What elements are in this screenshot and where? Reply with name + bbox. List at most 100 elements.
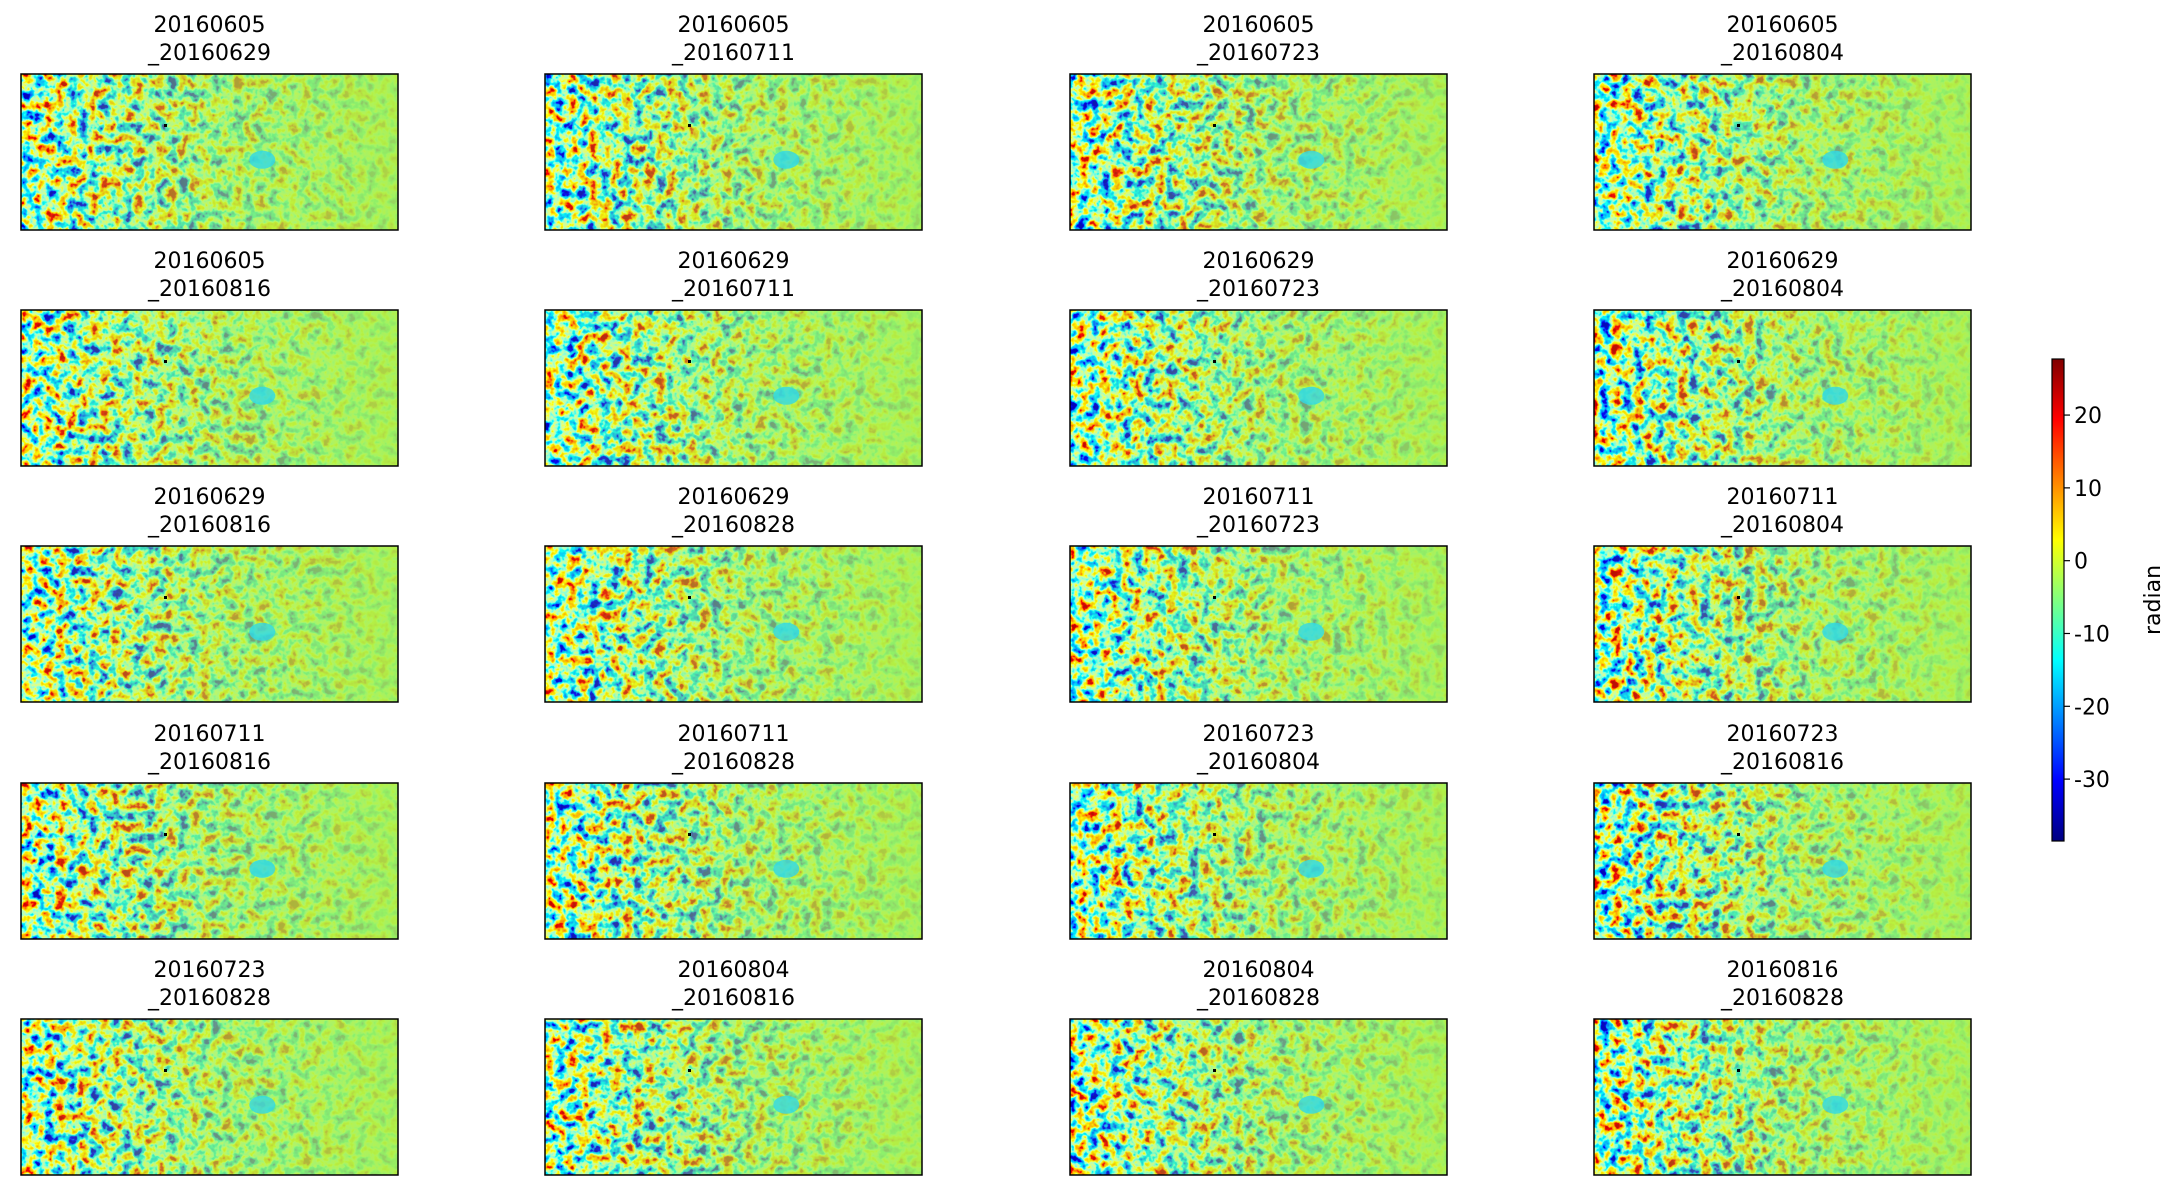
reference-point — [1737, 360, 1740, 363]
interferogram — [1069, 73, 1448, 231]
interferogram — [1069, 782, 1448, 940]
deformation-spot — [1298, 859, 1325, 878]
panel-title: 20160711 — [1203, 485, 1315, 510]
panel-noise — [1594, 1019, 1971, 1175]
panel-title: _20160723 — [1196, 513, 1320, 538]
panel-frame — [1593, 73, 1972, 231]
deformation-spot — [1298, 150, 1325, 169]
panel-noise — [1594, 783, 1971, 939]
colorbar-tick-label: 20 — [2074, 404, 2102, 429]
panel-frame — [20, 545, 399, 703]
interferogram — [20, 1018, 399, 1176]
panel-title: _20160816 — [671, 986, 795, 1011]
interferogram — [1069, 309, 1448, 467]
panel-noise — [21, 1019, 398, 1175]
panel-frame — [544, 1018, 923, 1176]
reference-point — [1213, 1069, 1216, 1072]
panel-frame — [1069, 309, 1448, 467]
reference-point — [688, 124, 691, 127]
deformation-spot — [773, 386, 800, 405]
panel-title: 20160605 — [1727, 13, 1839, 38]
panel-title: _20160711 — [671, 277, 795, 302]
colorbar-tick-label: -30 — [2074, 768, 2110, 793]
deformation-spot — [249, 150, 276, 169]
colorbar-label: radian — [2141, 565, 2166, 635]
panel-noise — [545, 310, 922, 466]
panel-noise — [21, 74, 398, 230]
panel-noise — [1070, 74, 1447, 230]
panel-frame — [1069, 1018, 1448, 1176]
deformation-spot — [249, 622, 276, 641]
panel-title: _20160723 — [1196, 41, 1320, 66]
panel-title: _20160828 — [147, 986, 271, 1011]
panel-frame — [544, 309, 923, 467]
panel-noise — [1070, 1019, 1447, 1175]
panel-frame — [20, 309, 399, 467]
panel-title: 20160711 — [154, 722, 266, 747]
interferogram — [1069, 545, 1448, 703]
panel-noise — [1594, 310, 1971, 466]
panel-title: 20160816 — [1727, 958, 1839, 983]
colorbar-tick-label: 10 — [2074, 477, 2102, 502]
panel-frame — [1593, 1018, 1972, 1176]
panel-frame — [20, 782, 399, 940]
panel-title: _20160828 — [1196, 986, 1320, 1011]
panel-title: _20160804 — [1720, 513, 1844, 538]
interferogram — [544, 545, 923, 703]
interferogram — [1069, 1018, 1448, 1176]
reference-point — [688, 833, 691, 836]
reference-point — [164, 360, 167, 363]
panel-title: _20160804 — [1720, 277, 1844, 302]
deformation-spot — [1822, 1095, 1849, 1114]
interferogram — [1593, 1018, 1972, 1176]
reference-point — [1737, 596, 1740, 599]
interferogram — [20, 782, 399, 940]
panel-title: 20160605 — [154, 13, 266, 38]
panel-frame — [1069, 545, 1448, 703]
reference-point — [688, 1069, 691, 1072]
reference-point — [1213, 596, 1216, 599]
panel-frame — [1593, 309, 1972, 467]
deformation-spot — [249, 859, 276, 878]
panel-title: _20160828 — [1720, 986, 1844, 1011]
deformation-spot — [1298, 1095, 1325, 1114]
deformation-spot — [249, 386, 276, 405]
panel-title: _20160629 — [147, 41, 271, 66]
reference-point — [1213, 124, 1216, 127]
panel-frame — [20, 1018, 399, 1176]
colorbar-tick-label: -20 — [2074, 695, 2110, 720]
panel-title: 20160711 — [678, 722, 790, 747]
panel-frame — [544, 73, 923, 231]
deformation-spot — [773, 622, 800, 641]
deformation-spot — [1298, 622, 1325, 641]
panel-noise — [1070, 546, 1447, 702]
panel-title: _20160828 — [671, 513, 795, 538]
interferogram — [20, 545, 399, 703]
panel-title: 20160605 — [1203, 13, 1315, 38]
panel-title: _20160804 — [1196, 750, 1320, 775]
panel-noise — [1594, 74, 1971, 230]
interferogram — [1593, 782, 1972, 940]
panel-title: _20160816 — [147, 750, 271, 775]
panel-noise — [545, 74, 922, 230]
interferogram — [544, 782, 923, 940]
panel-frame — [1593, 545, 1972, 703]
interferogram — [20, 309, 399, 467]
panel-frame — [20, 73, 399, 231]
reference-point — [164, 596, 167, 599]
interferogram — [544, 1018, 923, 1176]
panel-title: _20160711 — [671, 41, 795, 66]
panel-noise — [545, 546, 922, 702]
deformation-spot — [249, 1095, 276, 1114]
deformation-spot — [773, 859, 800, 878]
panel-title: _20160828 — [671, 750, 795, 775]
panel-title: 20160629 — [1203, 249, 1315, 274]
panel-title: 20160605 — [154, 249, 266, 274]
interferogram — [544, 73, 923, 231]
reference-point — [688, 596, 691, 599]
interferogram — [544, 309, 923, 467]
deformation-spot — [1822, 859, 1849, 878]
panel-title: 20160629 — [678, 485, 790, 510]
